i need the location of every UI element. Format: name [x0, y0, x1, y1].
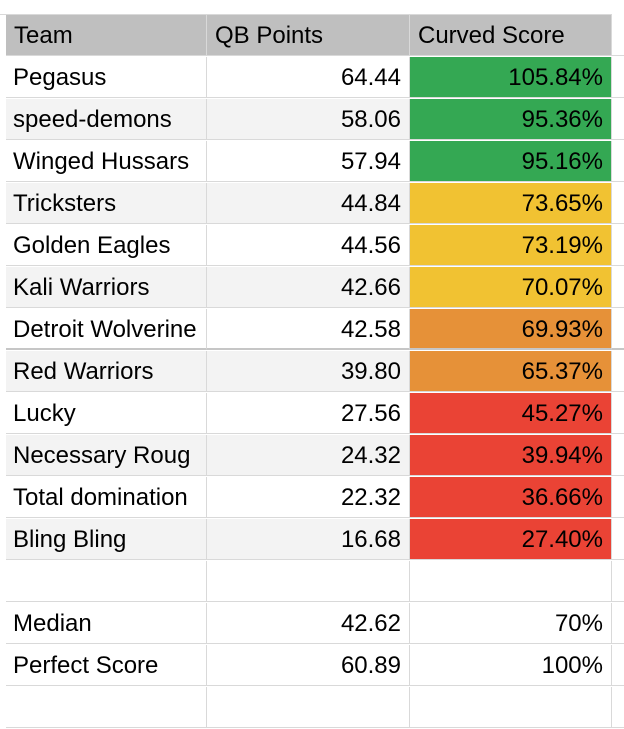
qb-points-cell[interactable]: 39.80	[207, 351, 410, 392]
empty-cell[interactable]	[6, 561, 207, 602]
qb-points-cell[interactable]: 42.66	[207, 267, 410, 308]
team-cell[interactable]: Bling Bling	[6, 519, 207, 560]
summary-label-cell[interactable]: Perfect Score	[6, 645, 207, 686]
curved-score-cell[interactable]: 36.66%	[410, 477, 612, 518]
table-row: Detroit Wolverine 42.58 69.93%	[0, 309, 624, 351]
curved-score-cell[interactable]: 70.07%	[410, 267, 612, 308]
curved-score-cell[interactable]: 65.37%	[410, 351, 612, 392]
table-row: Lucky 27.56 45.27%	[0, 393, 624, 435]
header-curved-score[interactable]: Curved Score	[410, 15, 612, 56]
empty-cell[interactable]	[612, 645, 624, 686]
qb-points-cell[interactable]: 64.44	[207, 57, 410, 98]
table-row: Kali Warriors 42.66 70.07%	[0, 267, 624, 309]
qb-points-cell[interactable]: 57.94	[207, 141, 410, 182]
table-row: Tricksters 44.84 73.65%	[0, 183, 624, 225]
team-cell[interactable]: Golden Eagles	[6, 225, 207, 266]
summary-score-cell[interactable]: 100%	[410, 645, 612, 686]
empty-cell[interactable]	[410, 687, 612, 728]
empty-cell[interactable]	[612, 141, 624, 182]
empty-cell[interactable]	[612, 99, 624, 140]
team-cell[interactable]: Tricksters	[6, 183, 207, 224]
empty-cell[interactable]	[6, 687, 207, 728]
team-cell[interactable]: Detroit Wolverine	[6, 309, 207, 350]
empty-row	[0, 687, 624, 729]
curved-score-cell[interactable]: 73.65%	[410, 183, 612, 224]
qb-points-cell[interactable]: 24.32	[207, 435, 410, 476]
table-row: Bling Bling 16.68 27.40%	[0, 519, 624, 561]
curved-score-cell[interactable]: 105.84%	[410, 57, 612, 98]
empty-row	[0, 561, 624, 603]
table-row: Red Warriors 39.80 65.37%	[0, 351, 624, 393]
empty-cell[interactable]	[612, 561, 624, 602]
top-gridline	[0, 14, 612, 15]
empty-cell[interactable]	[612, 351, 624, 392]
spreadsheet: Team QB Points Curved Score Pegasus 64.44…	[0, 14, 624, 728]
curved-score-cell[interactable]: 39.94%	[410, 435, 612, 476]
empty-cell[interactable]	[612, 225, 624, 266]
qb-points-cell[interactable]: 27.56	[207, 393, 410, 434]
team-cell[interactable]: Lucky	[6, 393, 207, 434]
summary-row: Median 42.62 70%	[0, 603, 624, 645]
empty-cell[interactable]	[612, 603, 624, 644]
empty-cell[interactable]	[612, 519, 624, 560]
empty-cell[interactable]	[612, 435, 624, 476]
table-row: Necessary Roug 24.32 39.94%	[0, 435, 624, 477]
qb-points-cell[interactable]: 44.56	[207, 225, 410, 266]
team-cell[interactable]: Red Warriors	[6, 351, 207, 392]
header-row: Team QB Points Curved Score	[0, 15, 624, 57]
table-row: Golden Eagles 44.56 73.19%	[0, 225, 624, 267]
qb-points-cell[interactable]: 16.68	[207, 519, 410, 560]
summary-points-cell[interactable]: 42.62	[207, 603, 410, 644]
empty-cell[interactable]	[612, 267, 624, 308]
summary-label-cell[interactable]: Median	[6, 603, 207, 644]
empty-cell[interactable]	[612, 477, 624, 518]
team-cell[interactable]: Pegasus	[6, 57, 207, 98]
team-cell[interactable]: Winged Hussars	[6, 141, 207, 182]
curved-score-cell[interactable]: 69.93%	[410, 309, 612, 350]
summary-row: Perfect Score 60.89 100%	[0, 645, 624, 687]
summary-score-cell[interactable]: 70%	[410, 603, 612, 644]
header-team[interactable]: Team	[6, 15, 207, 56]
empty-cell[interactable]	[410, 561, 612, 602]
qb-points-cell[interactable]: 42.58	[207, 309, 410, 350]
team-cell[interactable]: Total domination	[6, 477, 207, 518]
empty-cell[interactable]	[207, 561, 410, 602]
qb-points-cell[interactable]: 58.06	[207, 99, 410, 140]
qb-points-cell[interactable]: 44.84	[207, 183, 410, 224]
empty-cell[interactable]	[612, 15, 624, 56]
curved-score-cell[interactable]: 95.16%	[410, 141, 612, 182]
table-row: Total domination 22.32 36.66%	[0, 477, 624, 519]
team-cell[interactable]: Kali Warriors	[6, 267, 207, 308]
header-qb-points[interactable]: QB Points	[207, 15, 410, 56]
table-row: Pegasus 64.44 105.84%	[0, 57, 624, 99]
empty-cell[interactable]	[612, 687, 624, 728]
empty-cell[interactable]	[207, 687, 410, 728]
curved-score-cell[interactable]: 45.27%	[410, 393, 612, 434]
empty-cell[interactable]	[612, 393, 624, 434]
empty-cell[interactable]	[612, 183, 624, 224]
empty-cell[interactable]	[612, 309, 624, 350]
team-cell[interactable]: speed-demons	[6, 99, 207, 140]
curved-score-cell[interactable]: 73.19%	[410, 225, 612, 266]
table-row: speed-demons 58.06 95.36%	[0, 99, 624, 141]
table-row: Winged Hussars 57.94 95.16%	[0, 141, 624, 183]
curved-score-cell[interactable]: 95.36%	[410, 99, 612, 140]
curved-score-cell[interactable]: 27.40%	[410, 519, 612, 560]
qb-points-cell[interactable]: 22.32	[207, 477, 410, 518]
team-cell[interactable]: Necessary Roug	[6, 435, 207, 476]
summary-points-cell[interactable]: 60.89	[207, 645, 410, 686]
empty-cell[interactable]	[612, 57, 624, 98]
